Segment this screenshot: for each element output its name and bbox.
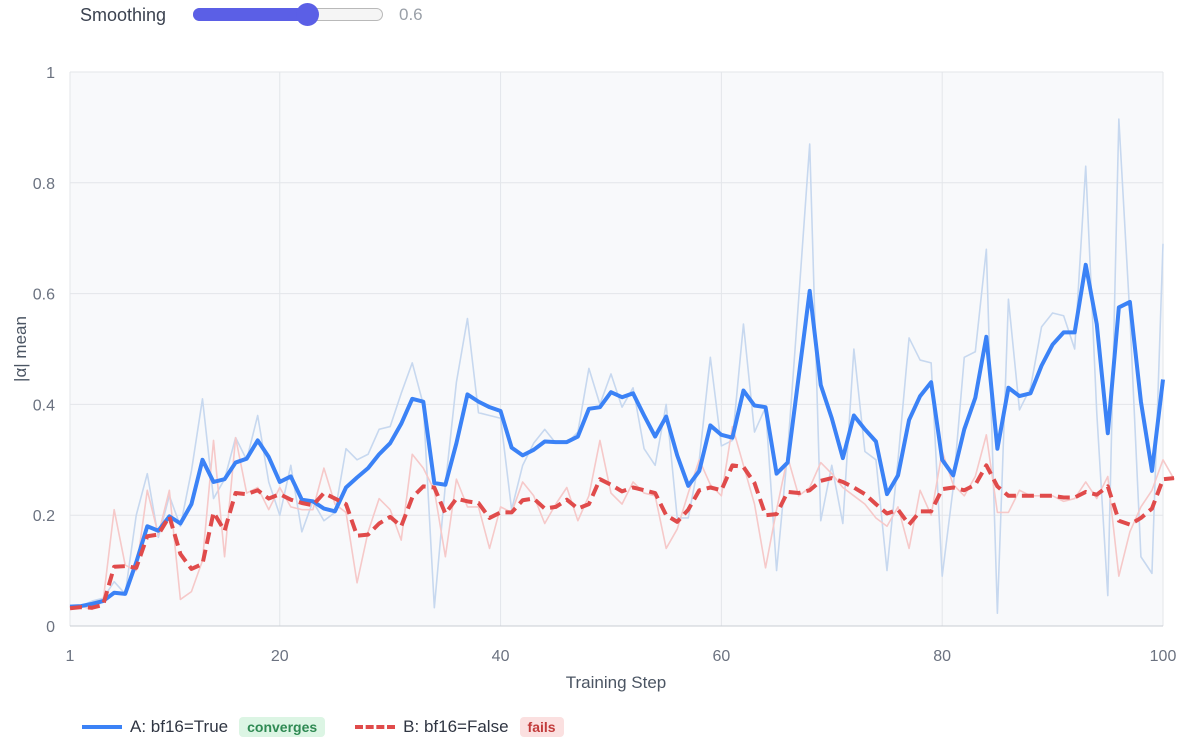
status-badge-converges: converges [239, 717, 326, 737]
x-tick-label: 1 [66, 648, 75, 665]
y-tick-label: 0 [46, 619, 55, 636]
series-line-a [69, 262, 1165, 609]
smoothing-control: Smoothing 0.6 [80, 2, 423, 28]
legend-label-a: A: bf16=True [130, 717, 229, 736]
plot-area [70, 72, 1163, 626]
x-axis-label: Training Step [566, 673, 666, 692]
y-axis-label: |α| mean [11, 316, 30, 382]
y-tick-label: 0.4 [33, 397, 55, 414]
smoothing-slider-thumb[interactable] [296, 3, 319, 26]
series-line-b [69, 463, 1175, 611]
x-tick-label: 20 [271, 648, 289, 665]
legend-label-b: B: bf16=False [403, 717, 509, 736]
smoothing-label: Smoothing [80, 4, 167, 25]
smoothing-slider[interactable] [193, 2, 383, 28]
legend-item-a[interactable]: A: bf16=True converges [82, 717, 326, 737]
smoothing-value: 0.6 [399, 5, 423, 24]
y-tick-label: 0.2 [33, 508, 55, 525]
x-tick-label: 100 [1150, 648, 1177, 665]
y-tick-label: 0.8 [33, 176, 55, 193]
raw-series-line-b [69, 425, 1175, 611]
smoothing-slider-fill [193, 8, 307, 21]
legend-swatch-b [355, 725, 396, 729]
y-tick-label: 0.6 [33, 287, 55, 304]
chart-legend: A: bf16=True converges B: bf16=False fai… [82, 714, 594, 740]
x-tick-label: 40 [492, 648, 510, 665]
status-badge-fails: fails [519, 717, 564, 737]
legend-swatch-a [82, 725, 122, 729]
legend-item-b[interactable]: B: bf16=False fails [355, 717, 564, 737]
x-tick-label: 80 [933, 648, 951, 665]
raw-series-line-a [69, 118, 1164, 615]
x-tick-label: 60 [712, 648, 730, 665]
y-tick-label: 1 [46, 65, 55, 82]
